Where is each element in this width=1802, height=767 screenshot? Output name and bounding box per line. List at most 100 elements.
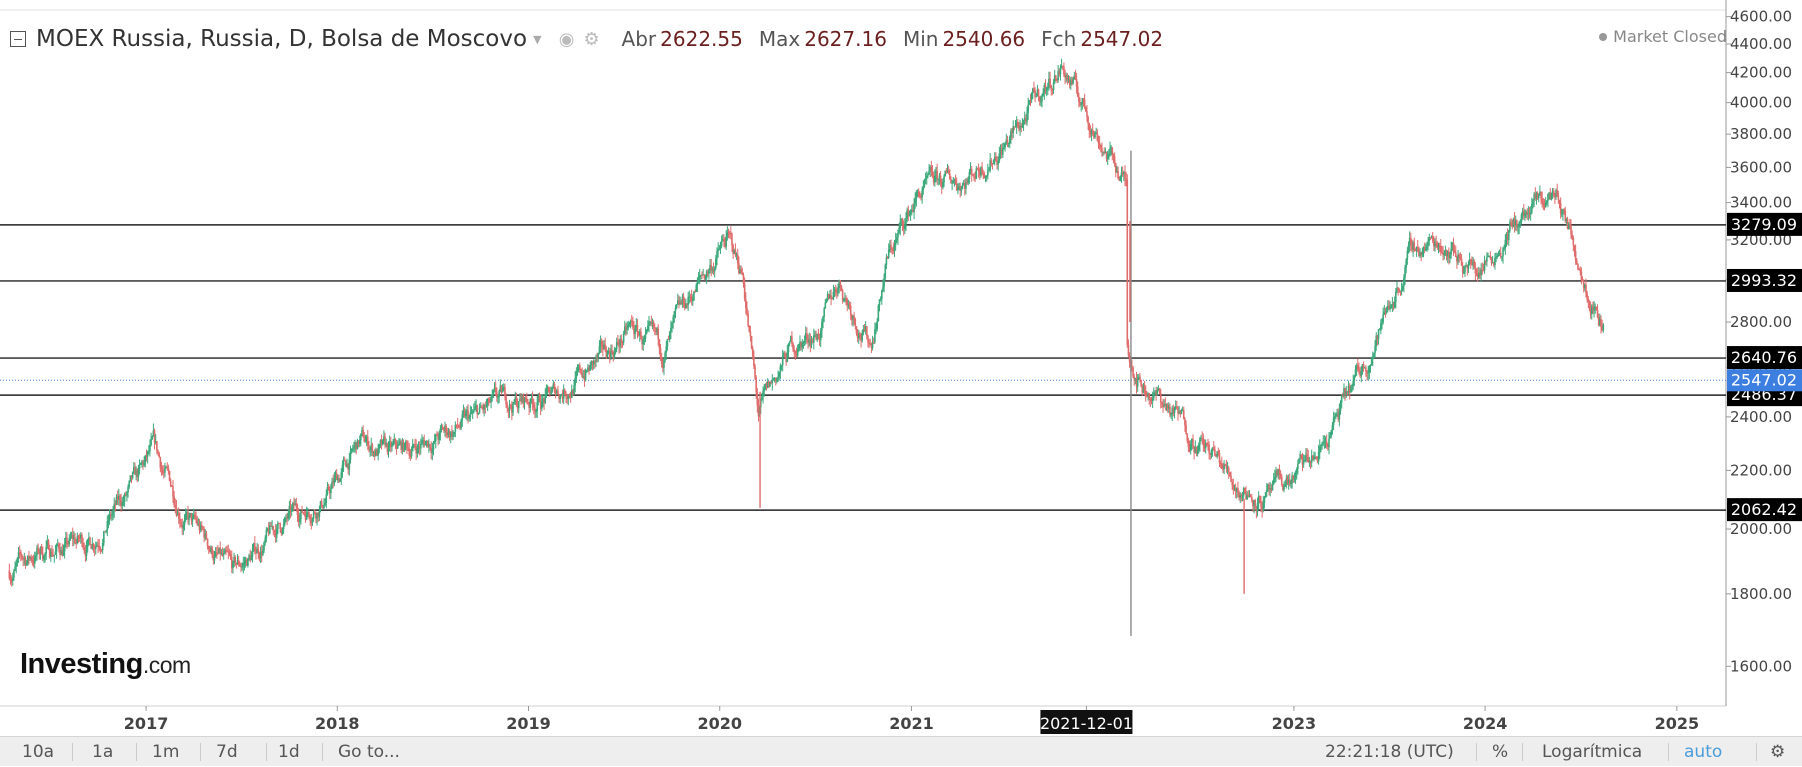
candle-body [967, 179, 970, 183]
candle-body [794, 351, 797, 354]
candle-body [1577, 263, 1579, 270]
candle-body [640, 331, 642, 339]
candle-body [380, 440, 383, 445]
candle-body [514, 397, 517, 402]
candle-body [859, 333, 861, 337]
candle-body [44, 553, 46, 556]
candle-body [1040, 101, 1042, 103]
candle-body [145, 455, 148, 457]
candle-body [1053, 75, 1056, 84]
candle-body [625, 326, 627, 330]
auto-scale-toggle[interactable]: auto [1684, 742, 1723, 762]
candle-body [1544, 202, 1547, 208]
candle-body [1172, 407, 1175, 413]
range-1y-button[interactable]: 1a [92, 742, 114, 762]
candle-body [133, 467, 135, 473]
candle-body [1036, 89, 1039, 97]
percent-toggle[interactable]: % [1492, 742, 1509, 762]
candle-body [561, 395, 564, 399]
candle-body [539, 401, 542, 409]
candle-body [704, 278, 707, 280]
candle-body [759, 400, 762, 408]
candle-body [1600, 319, 1602, 327]
candle-body [724, 241, 726, 247]
candle-body [1309, 460, 1312, 463]
candle-body [697, 277, 700, 283]
candle-body [605, 349, 608, 358]
candle-body [1019, 125, 1021, 130]
candle-body [1169, 406, 1171, 415]
candle-body [1179, 411, 1182, 414]
candle-body [842, 299, 845, 301]
candle-body [234, 556, 237, 563]
range-1d-button[interactable]: 1d [278, 742, 300, 762]
eye-icon[interactable]: ◉ [558, 28, 575, 50]
candle-body [874, 329, 876, 342]
candle-body [1110, 147, 1112, 149]
candle-body [1135, 378, 1138, 387]
candle-body [976, 168, 979, 170]
candle-body [652, 322, 655, 327]
candle-body [1150, 399, 1153, 402]
level-label-badge [1727, 268, 1802, 292]
candle-body [1038, 96, 1041, 102]
candle-body [838, 280, 840, 289]
candle-body [609, 351, 611, 358]
candle-body [1274, 477, 1276, 480]
candle-body [912, 209, 914, 213]
candle-body [1286, 478, 1289, 484]
candle-body [1180, 410, 1183, 414]
candle-body [1235, 487, 1238, 492]
candle-body [1219, 463, 1222, 465]
candle-body [1199, 438, 1201, 445]
range-1m-button[interactable]: 1m [152, 742, 180, 762]
candle-body [1431, 236, 1434, 241]
candle-body [1497, 254, 1500, 256]
candle-body [91, 544, 94, 549]
candle-body [452, 433, 454, 437]
goto-button[interactable]: Go to... [338, 742, 400, 762]
candle-body [596, 356, 598, 358]
candle-body [623, 326, 626, 334]
range-10y-button[interactable]: 10a [22, 742, 55, 762]
candle-body [92, 544, 95, 548]
candle-body [1554, 195, 1556, 198]
candle-body [1457, 254, 1459, 262]
candle-body [455, 424, 458, 426]
candle-body [162, 472, 165, 474]
candle-body [172, 486, 174, 497]
candle-body [354, 442, 356, 447]
log-scale-toggle[interactable]: Logarítmica [1542, 742, 1643, 762]
candle-body [1241, 495, 1244, 497]
price-chart[interactable]: 1600.001800.002000.002200.002400.002600.… [0, 0, 1802, 736]
candle-body [867, 336, 869, 343]
candle-body [1385, 309, 1388, 313]
candle-body [1422, 246, 1425, 252]
candle-body [728, 232, 731, 234]
candle-body [1210, 449, 1213, 455]
candle-body [1525, 212, 1527, 215]
candle-body [279, 523, 281, 529]
candle-body [1370, 359, 1373, 365]
chevron-down-icon[interactable]: ▼ [533, 32, 542, 46]
candle-body [401, 442, 404, 450]
candle-body [55, 544, 58, 552]
gear-icon[interactable]: ⚙ [583, 28, 600, 50]
candle-body [300, 510, 302, 519]
candle-body [98, 545, 101, 548]
candle-body [349, 451, 352, 460]
candle-body [1550, 193, 1553, 200]
range-7d-button[interactable]: 7d [216, 742, 238, 762]
gear-icon[interactable]: ⚙ [1770, 742, 1786, 762]
candle-body [1527, 213, 1530, 215]
collapse-icon[interactable] [10, 31, 26, 47]
candle-body [316, 512, 318, 519]
candle-body [1134, 378, 1137, 380]
candle-body [358, 440, 361, 445]
candle-body [845, 298, 847, 300]
candle-body [1395, 291, 1397, 302]
candle-body [1193, 446, 1195, 453]
candle-body [750, 336, 753, 349]
candle-body [1405, 259, 1408, 268]
candle-body [1541, 198, 1544, 203]
